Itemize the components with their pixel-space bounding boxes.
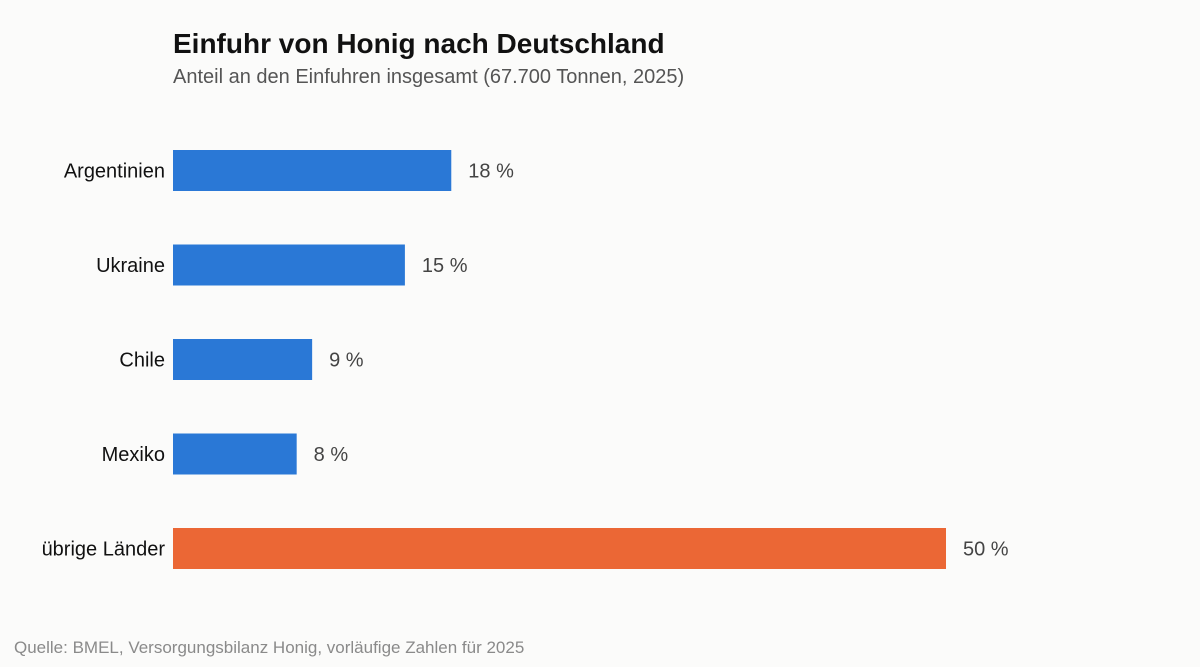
bar-1 [173, 244, 405, 286]
bar-2 [173, 339, 313, 380]
chart-subtitle: Anteil an den Einfuhren insgesamt (67.70… [173, 66, 685, 88]
value-label-0: 18 % [468, 161, 514, 183]
category-label-0: Argentinien [64, 161, 165, 183]
category-label-2: Chile [119, 350, 165, 372]
category-label-1: Ukraine [96, 255, 165, 277]
bar-0 [173, 150, 452, 191]
value-label-3: 8 % [314, 444, 349, 466]
bar-4 [173, 528, 946, 569]
bar-3 [173, 433, 297, 475]
value-label-4: 50 % [963, 539, 1009, 561]
chart-title: Einfuhr von Honig nach Deutschland [173, 28, 665, 59]
category-label-3: Mexiko [102, 444, 165, 466]
category-label-4: übrige Länder [42, 539, 166, 561]
source-note: Quelle: BMEL, Versorgungsbilanz Honig, v… [14, 638, 525, 657]
value-label-1: 15 % [422, 255, 468, 277]
value-label-2: 9 % [329, 350, 364, 372]
